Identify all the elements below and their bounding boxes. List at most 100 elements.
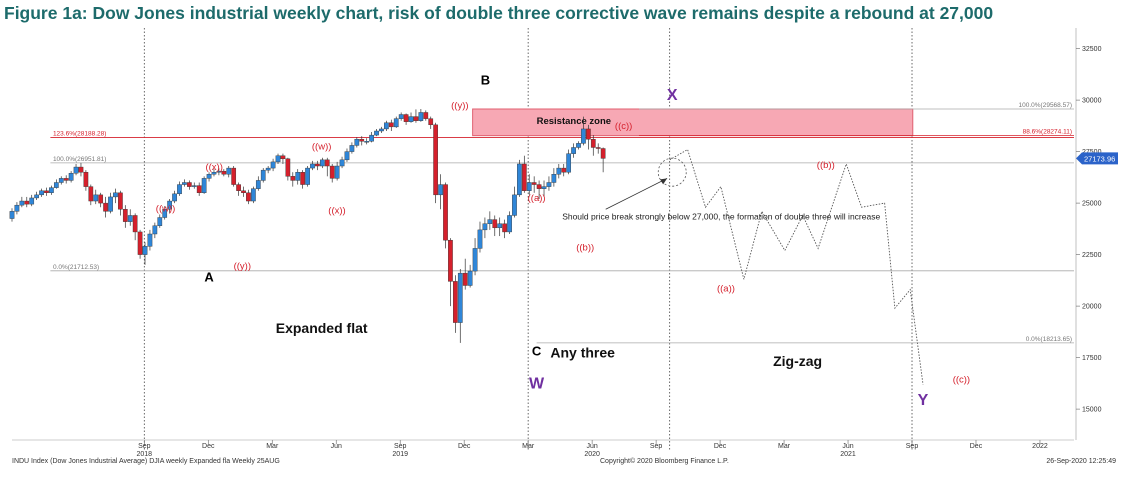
y-tick-label: 30000 <box>1082 98 1102 105</box>
wave-label: ((w)) <box>156 203 176 214</box>
candle-body-down <box>63 178 69 181</box>
candle <box>275 153 281 164</box>
candle <box>359 136 365 146</box>
candle-body-down <box>132 215 138 233</box>
candle-body-down <box>521 163 527 191</box>
y-tick-label: 17500 <box>1082 355 1102 362</box>
candle <box>147 229 153 251</box>
candle-body-up <box>295 171 301 181</box>
candle <box>561 163 567 177</box>
candle <box>600 147 606 173</box>
wave-label: ((w)) <box>312 142 332 153</box>
candle-body-up <box>546 182 552 187</box>
candle-body-up <box>270 161 276 169</box>
candle <box>216 168 222 176</box>
resistance-zone <box>472 108 914 137</box>
x-tick-label: Sep <box>138 443 151 450</box>
candle-body-up <box>369 134 374 142</box>
footer-timestamp: 26-Sep-2020 12:25:49 <box>1046 458 1116 465</box>
wave-labels-layer: B A C W X Y ((w)) ((x)) ((y)) ((w)) ((x)) ((y)) ((a)… <box>156 73 970 409</box>
candle <box>24 196 30 208</box>
candle <box>443 182 448 249</box>
candle-body-up <box>418 112 424 121</box>
candle-body-up <box>182 182 187 185</box>
candle-body-up <box>73 166 79 174</box>
candle <box>453 275 458 333</box>
candle <box>241 186 246 197</box>
annotation-text: Should price break strongly below 27,000… <box>562 212 880 222</box>
candle-body-up <box>319 159 325 167</box>
candle-body-down <box>103 202 108 212</box>
candle <box>226 166 232 178</box>
wave-label: ((c)) <box>953 374 970 385</box>
candle-body-up <box>305 167 310 185</box>
candle-body-down <box>98 194 104 204</box>
x-tick-label: Mar <box>266 443 279 450</box>
resistance-zone-layer: Resistance zone <box>472 108 914 137</box>
candle <box>152 222 158 239</box>
resistance-zone-label: Resistance zone <box>537 116 611 127</box>
candle <box>201 176 207 194</box>
wave-label: ((a)) <box>528 193 546 204</box>
candle-body-down <box>329 165 335 179</box>
wave-label: ((x)) <box>328 205 345 216</box>
candlestick-series <box>9 108 606 343</box>
candle <box>408 112 414 123</box>
candle-body-up <box>14 204 20 212</box>
candle <box>108 192 113 214</box>
candle <box>541 180 547 197</box>
candle <box>556 163 562 179</box>
candle <box>433 122 438 204</box>
fib-level-label: 100.0%(29568.57) <box>1019 102 1073 109</box>
candle <box>369 132 374 143</box>
candle-body-down <box>324 159 330 167</box>
candle-body-up <box>507 215 512 233</box>
candle-body-up <box>108 196 113 212</box>
candle <box>68 171 74 183</box>
x-tick-label: Jun <box>842 443 853 450</box>
candle <box>364 138 370 145</box>
candle <box>571 143 576 158</box>
candle <box>246 189 251 205</box>
candle-body-down <box>531 182 537 185</box>
candle-body-down <box>595 147 601 149</box>
candle-body-up <box>201 178 207 194</box>
last-price-label: 27173.96 <box>1084 154 1115 163</box>
candle-body-up <box>334 165 340 179</box>
candle <box>251 186 256 204</box>
wave-label: ((c)) <box>615 121 632 132</box>
candle <box>58 176 64 185</box>
candle-body-up <box>379 128 384 132</box>
candle-body-up <box>211 171 217 175</box>
candle-body-up <box>255 180 261 189</box>
candle-body-up <box>191 185 197 187</box>
candle-body-up <box>251 188 256 202</box>
x-tick-label: Dec <box>202 443 215 450</box>
wave-label: ((b)) <box>576 242 594 253</box>
wave-label: ((y)) <box>234 261 251 272</box>
candle-body-down <box>413 116 419 121</box>
candle-body-up <box>142 246 148 255</box>
candle <box>44 187 49 196</box>
x-tick-label: Sep <box>650 443 663 450</box>
candle-body-up <box>206 174 212 179</box>
candle <box>536 180 542 199</box>
candle <box>221 169 227 177</box>
candle-body-up <box>310 163 315 169</box>
candle-body-down <box>502 223 507 233</box>
x-tick-label: Jun <box>586 443 597 450</box>
candle <box>172 190 177 204</box>
candle <box>329 163 335 183</box>
x-tick-label: Jun <box>331 443 342 450</box>
candle-body-up <box>472 248 478 272</box>
candle-body-up <box>467 270 473 286</box>
candle <box>290 172 296 187</box>
y-tick-label: 22500 <box>1082 252 1102 259</box>
candle-body-up <box>260 169 266 181</box>
candle-body-up <box>551 174 557 183</box>
candle-body-down <box>236 184 241 191</box>
candle <box>379 126 384 134</box>
candle <box>482 217 488 239</box>
y-tick-label: 20000 <box>1082 304 1102 311</box>
